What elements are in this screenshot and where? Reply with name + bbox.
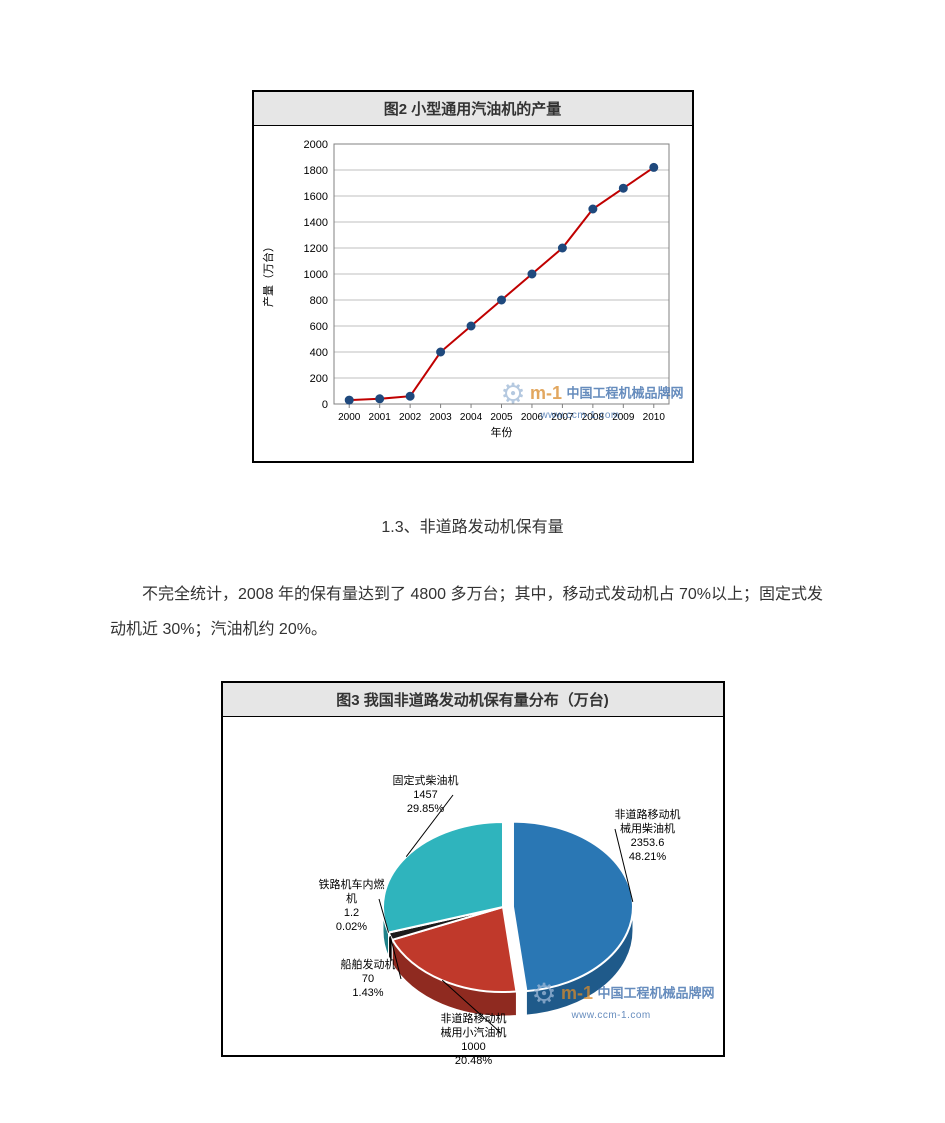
svg-text:2009: 2009	[612, 412, 635, 423]
section-1-3-paragraph: 不完全统计，2008 年的保有量达到了 4800 多万台；其中，移动式发动机占 …	[110, 577, 835, 647]
svg-text:1800: 1800	[303, 165, 327, 177]
svg-text:2006: 2006	[520, 412, 543, 423]
svg-text:2004: 2004	[459, 412, 482, 423]
pie-slice-label: 固定式柴油机145729.85%	[393, 775, 459, 816]
figure-2-line-chart: 图2 小型通用汽油机的产量 0 200 400 600 800 1000 1200 1400 1…	[252, 90, 694, 463]
figure-2-title: 图2 小型通用汽油机的产量	[254, 92, 692, 126]
document-page: 图2 小型通用汽油机的产量 0 200 400 600 800 1000 1200 1400 1…	[0, 0, 945, 1057]
svg-text:1200: 1200	[303, 243, 327, 255]
svg-text:1600: 1600	[303, 191, 327, 203]
pie-chart-svg	[223, 717, 723, 1055]
svg-text:1000: 1000	[303, 269, 327, 281]
svg-text:800: 800	[309, 295, 327, 307]
pie-slice-label: 船舶发动机701.43%	[341, 959, 396, 1000]
svg-text:2008: 2008	[581, 412, 604, 423]
svg-text:600: 600	[309, 321, 327, 333]
svg-text:2002: 2002	[399, 412, 422, 423]
svg-text:2001: 2001	[368, 412, 391, 423]
svg-text:2010: 2010	[642, 412, 665, 423]
svg-text:产量（万台）: 产量（万台）	[261, 241, 275, 307]
pie-slice-label: 铁路机车内燃机1.20.02%	[319, 879, 385, 934]
pie-slice-label: 非道路移动机械用小汽油机100020.48%	[441, 1013, 507, 1068]
svg-text:1400: 1400	[303, 217, 327, 229]
svg-text:0: 0	[321, 399, 327, 411]
svg-text:2000: 2000	[303, 139, 327, 151]
pie-slice-label: 非道路移动机械用柴油机2353.648.21%	[615, 809, 681, 864]
svg-text:200: 200	[309, 373, 327, 385]
svg-text:2000: 2000	[338, 412, 361, 423]
section-1-3-heading: 1.3、非道路发动机保有量	[0, 513, 945, 537]
figure-3-title: 图3 我国非道路发动机保有量分布（万台)	[223, 683, 723, 717]
svg-text:2007: 2007	[551, 412, 574, 423]
line-chart-svg: 0 200 400 600 800 1000 1200 1400 1600 1800 2000 产量（…	[254, 126, 692, 456]
figure-3-pie-chart: 图3 我国非道路发动机保有量分布（万台) 非道路移动机械用柴油机2353.648…	[221, 681, 725, 1057]
svg-text:2003: 2003	[429, 412, 452, 423]
svg-text:2005: 2005	[490, 412, 513, 423]
svg-text:年份: 年份	[490, 425, 512, 439]
svg-text:400: 400	[309, 347, 327, 359]
